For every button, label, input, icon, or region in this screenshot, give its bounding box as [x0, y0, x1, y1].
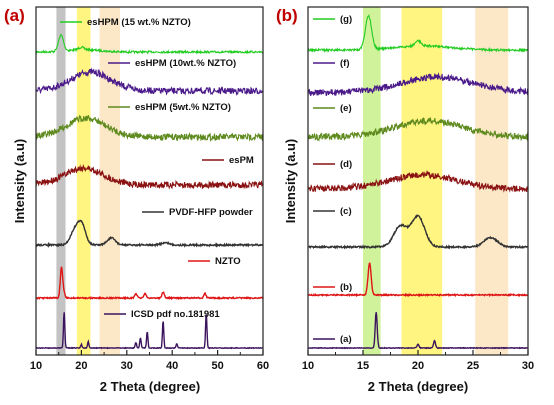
legend-label-3: esHPM (5wt.% NZTO) — [135, 102, 231, 113]
series-line-5 — [307, 214, 529, 250]
legend-label-4: (d) — [340, 159, 352, 170]
legend-a: esHPM (15 wt.% NZTO) esHPM (10wt.% NZTO) e… — [60, 17, 254, 320]
highlight-band-1 — [56, 7, 66, 355]
highlight-bands-b — [363, 7, 509, 355]
x-tick-label: 30 — [121, 360, 133, 372]
y-axis-label-a: Intensity (a.u) — [12, 139, 27, 224]
series-line-7 — [307, 312, 529, 350]
highlight-band-3 — [475, 7, 509, 355]
legend-label-4: esPM — [229, 155, 254, 166]
legend-label-6: (b) — [340, 282, 352, 293]
legend-label-1: (g) — [340, 14, 352, 25]
curves-b — [307, 14, 529, 350]
x-axis-label-b: 2 Theta (degree) — [368, 379, 468, 394]
series-line-2 — [35, 67, 264, 96]
legend-label-2: esHPM (10wt.% NZTO) — [135, 58, 236, 69]
legend-label-5: (c) — [340, 206, 352, 217]
x-ticks-a: 10 20 30 40 50 60 — [30, 350, 269, 372]
series-line-5 — [35, 219, 264, 248]
legend-label-3: (e) — [340, 103, 352, 114]
x-tick-label: 60 — [257, 360, 269, 372]
curves-a — [35, 33, 264, 350]
x-axis-label-a: 2 Theta (degree) — [100, 379, 200, 394]
series-line-6 — [35, 266, 264, 301]
y-axis-label-b: Intensity (a.u) — [283, 139, 298, 224]
series-line-3 — [307, 116, 529, 142]
panel-a: esHPM (15 wt.% NZTO) esHPM (10wt.% NZTO) e… — [4, 6, 269, 394]
x-tick-label: 20 — [412, 360, 424, 372]
legend-label-7: ICSD pdf no.181981 — [131, 309, 220, 320]
x-ticks-b: 10 15 20 25 30 — [302, 350, 534, 372]
panel-label-a: (a) — [4, 6, 25, 25]
highlight-band-1 — [363, 7, 381, 355]
highlight-band-2 — [401, 7, 443, 355]
series-line-7 — [35, 312, 263, 350]
x-tick-label: 10 — [30, 360, 42, 372]
series-line-1 — [307, 14, 529, 53]
x-tick-label: 50 — [211, 360, 223, 372]
legend-label-1: esHPM (15 wt.% NZTO) — [87, 17, 191, 28]
highlight-band-2 — [76, 7, 91, 355]
panel-b: (g) (f) (e) (d) (c) (b) (a) 10 15 20 25 30 (b) 2 T… — [276, 6, 534, 394]
series-line-4 — [307, 169, 529, 193]
x-tick-label: 20 — [75, 360, 87, 372]
legend-label-6: NZTO — [215, 256, 241, 267]
series-line-2 — [307, 72, 529, 97]
x-tick-label: 40 — [166, 360, 178, 372]
x-tick-label: 30 — [522, 360, 534, 372]
x-tick-label: 25 — [467, 360, 479, 372]
legend-b: (g) (f) (e) (d) (c) (b) (a) — [313, 14, 352, 345]
x-tick-label: 15 — [357, 360, 369, 372]
legend-label-7: (a) — [340, 334, 352, 345]
legend-label-5: PVDF-HFP powder — [169, 207, 253, 218]
series-line-4 — [35, 163, 264, 190]
series-line-6 — [307, 262, 529, 298]
panel-label-b: (b) — [276, 6, 298, 25]
x-tick-label: 10 — [302, 360, 314, 372]
series-line-1 — [35, 33, 264, 55]
series-line-3 — [35, 114, 264, 143]
legend-label-2: (f) — [340, 58, 350, 69]
